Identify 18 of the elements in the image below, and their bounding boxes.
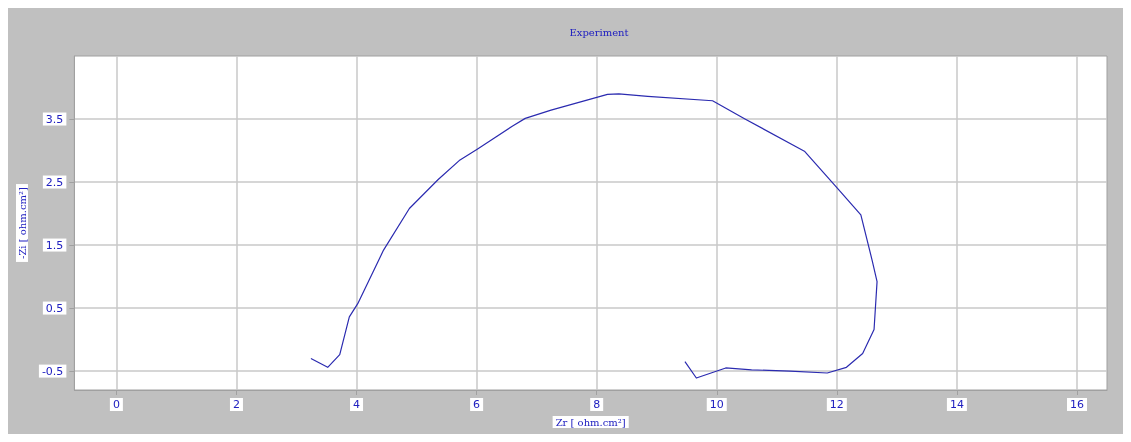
x-tick-label: 14 [949, 398, 964, 411]
x-tick-label: 8 [593, 398, 601, 411]
x-tick-label: 16 [1069, 398, 1084, 411]
x-tick-label: 10 [709, 398, 724, 411]
y-tick-label: 0.5 [45, 301, 64, 315]
x-tick-label: 12 [829, 398, 844, 411]
line-series [310, 93, 878, 379]
x-tick-label: 6 [473, 398, 481, 411]
y-tick-label: 3.5 [45, 112, 64, 126]
x-tick-label: 4 [353, 398, 361, 411]
x-tick-label: 2 [232, 398, 240, 411]
y-axis-title: -Zi [ ohm.cm²] [16, 186, 28, 259]
y-tick-label: -0.5 [41, 364, 64, 378]
x-axis-title: Zr [ ohm.cm²] [555, 416, 626, 428]
y-tick-label: 2.5 [45, 175, 64, 189]
y-tick-label: 1.5 [45, 238, 64, 252]
x-tick-label: 0 [112, 398, 120, 411]
chart-title: Experiment [569, 26, 629, 38]
